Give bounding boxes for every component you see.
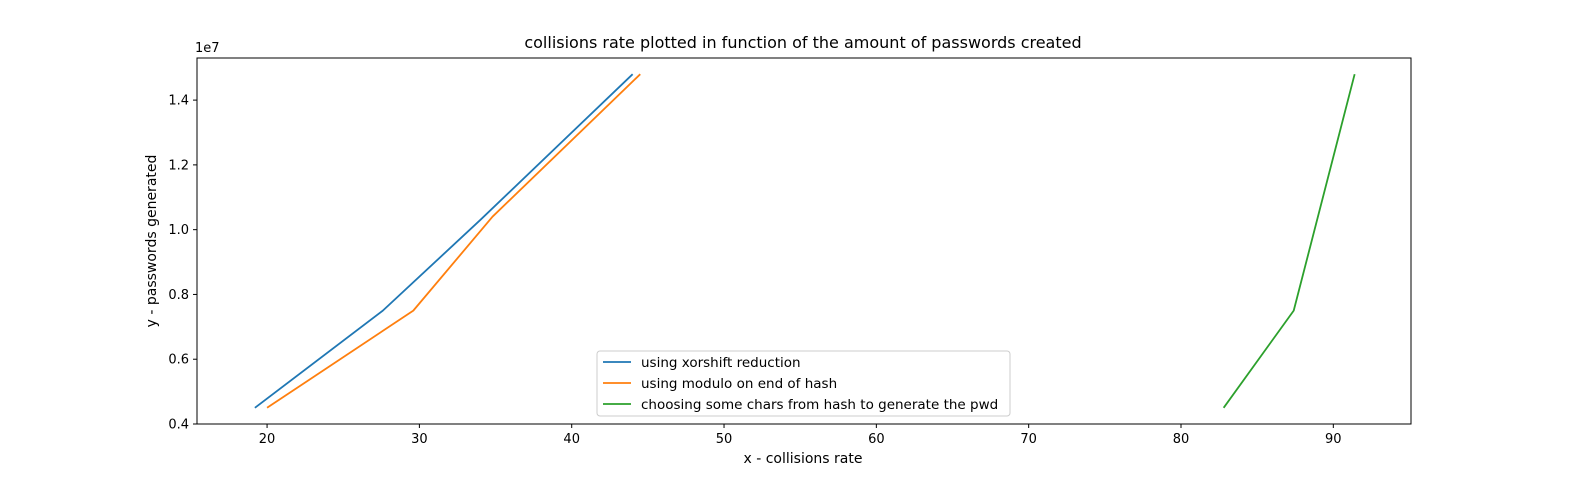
- x-tick-label: 70: [1020, 432, 1037, 447]
- x-tick-label: 30: [411, 432, 428, 447]
- x-tick-label: 80: [1173, 432, 1190, 447]
- x-axis: 20 30 40 50 60 70 80 90: [259, 424, 1342, 447]
- y-tick-label: 0.8: [168, 288, 189, 303]
- y-tick-label: 0.4: [168, 418, 189, 433]
- y-offset-label: 1e7: [195, 41, 220, 56]
- x-tick-label: 20: [259, 432, 276, 447]
- axes-frame: [196, 57, 1412, 425]
- series-line-1: [254, 73, 634, 409]
- series-layer: [254, 73, 1356, 409]
- chart-title: collisions rate plotted in function of t…: [524, 33, 1081, 52]
- x-tick-label: 50: [716, 432, 733, 447]
- y-tick-label: 1.4: [168, 94, 189, 109]
- legend: using xorshift reduction using modulo on …: [596, 350, 1011, 417]
- y-tick-label: 1.0: [168, 223, 189, 238]
- legend-label-3: choosing some chars from hash to generat…: [641, 397, 998, 413]
- x-tick-label: 90: [1325, 432, 1342, 447]
- y-tick-label: 0.6: [168, 353, 189, 368]
- legend-box: [596, 350, 1011, 417]
- series-line-3: [1222, 73, 1356, 409]
- y-axis-label: y - passwords generated: [144, 155, 160, 328]
- y-tick-label: 1.2: [168, 158, 189, 173]
- x-tick-label: 60: [868, 432, 885, 447]
- x-axis-label: x - collisions rate: [744, 451, 863, 467]
- y-axis: 0.4 0.6 0.8 1.0 1.2 1.4: [168, 94, 197, 433]
- legend-label-2: using modulo on end of hash: [641, 376, 837, 392]
- legend-label-1: using xorshift reduction: [641, 355, 801, 371]
- series-line-2: [266, 73, 641, 409]
- x-tick-label: 40: [563, 432, 580, 447]
